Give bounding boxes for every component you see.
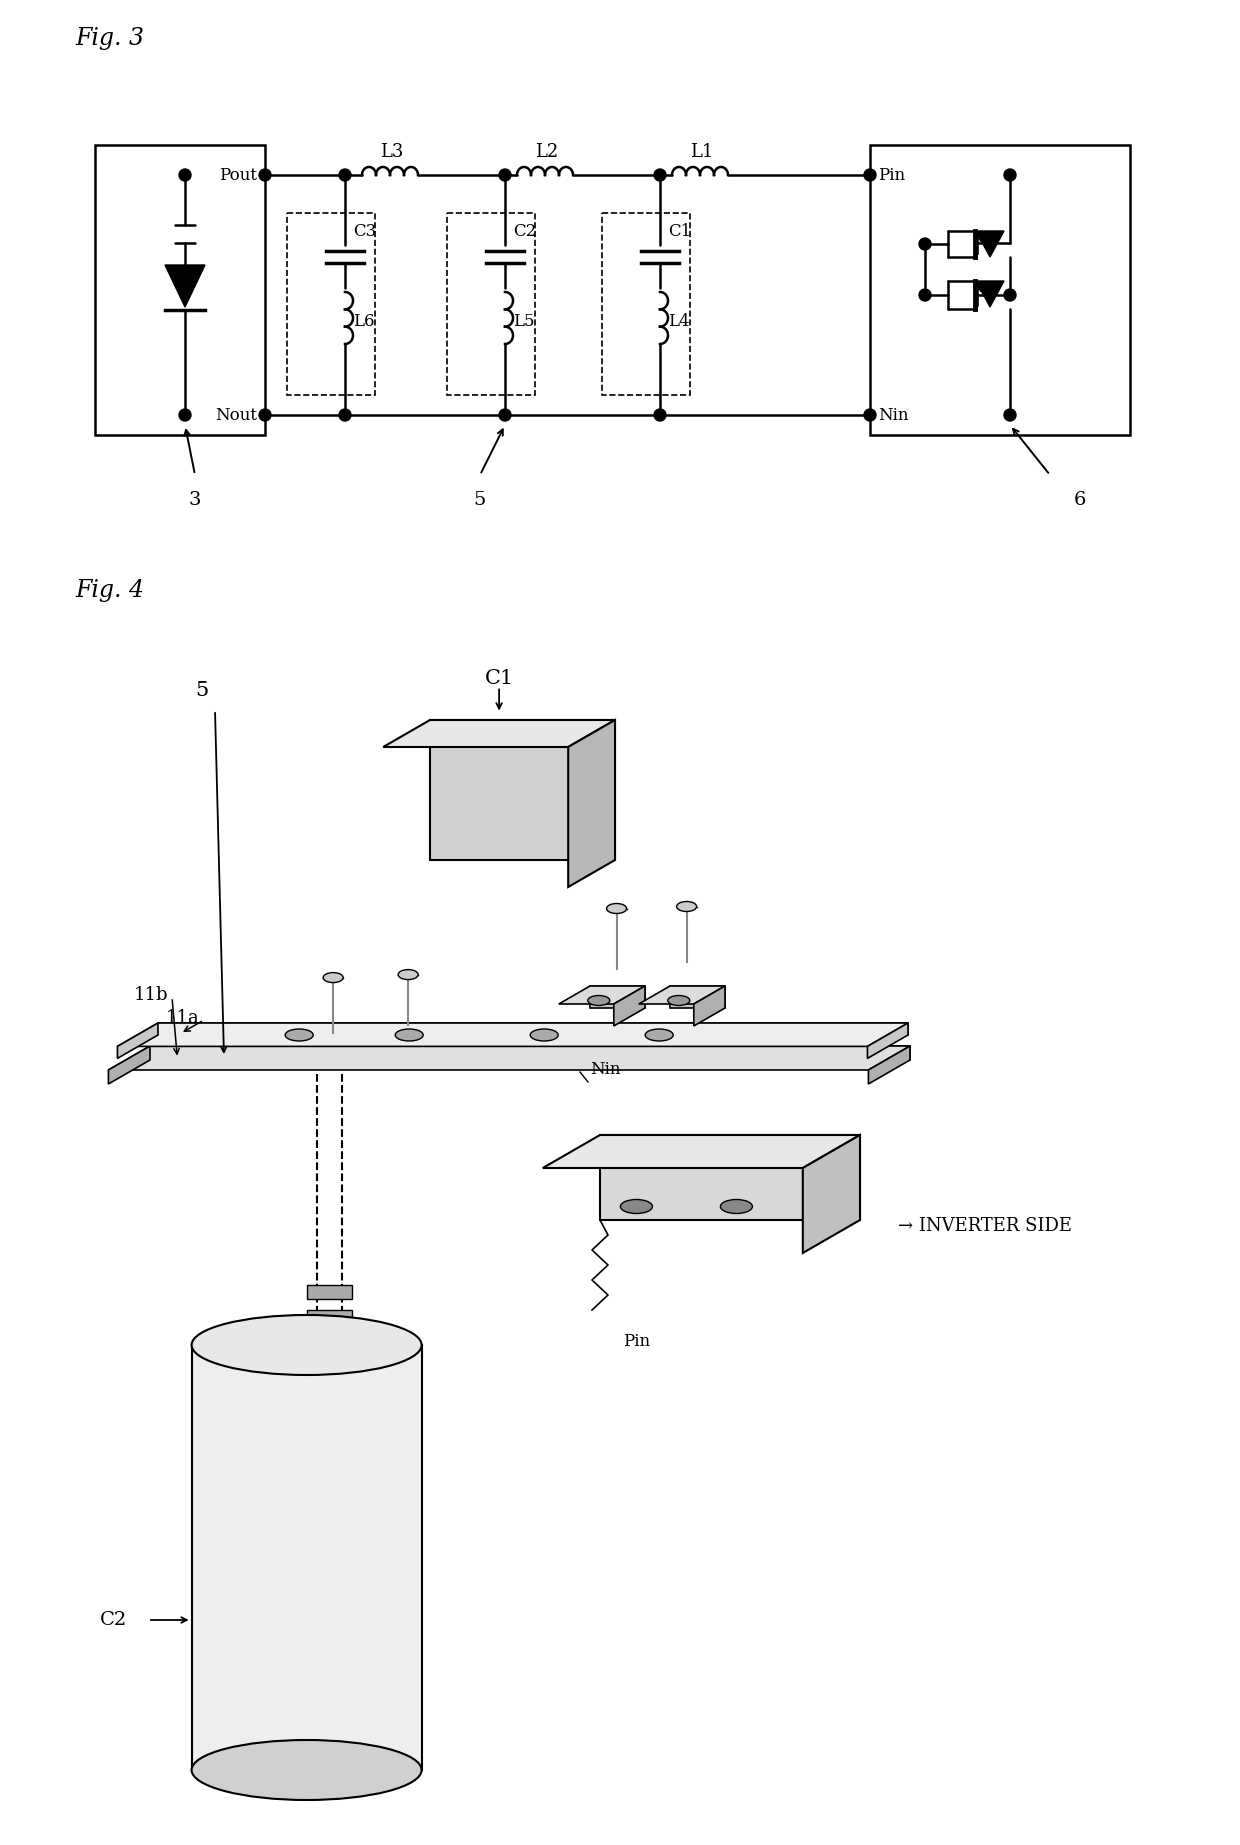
Text: Nout: Nout (215, 406, 257, 424)
Text: Pin: Pin (622, 1332, 650, 1349)
Text: 3: 3 (188, 491, 201, 509)
Polygon shape (568, 720, 615, 887)
Polygon shape (150, 1046, 910, 1061)
Polygon shape (614, 985, 645, 1026)
Ellipse shape (620, 1199, 652, 1214)
Circle shape (1004, 170, 1016, 181)
Text: C1: C1 (485, 670, 513, 688)
Ellipse shape (677, 902, 697, 911)
Bar (870, 146, 1130, 435)
Text: L1: L1 (691, 144, 714, 161)
Circle shape (259, 410, 272, 421)
Ellipse shape (606, 904, 626, 913)
Circle shape (259, 170, 272, 181)
Circle shape (179, 170, 191, 181)
Text: C2: C2 (513, 223, 536, 240)
Polygon shape (590, 985, 645, 1007)
Polygon shape (383, 720, 615, 747)
Text: 11a: 11a (166, 1009, 200, 1028)
Text: Fig. 3: Fig. 3 (74, 26, 144, 50)
Ellipse shape (588, 996, 610, 1006)
Polygon shape (868, 1046, 910, 1085)
Circle shape (498, 170, 511, 181)
Ellipse shape (192, 1740, 422, 1801)
Text: C1: C1 (668, 223, 691, 240)
Polygon shape (543, 1135, 861, 1168)
Text: L3: L3 (381, 144, 404, 161)
Bar (601, 212, 689, 395)
Text: C3: C3 (353, 223, 376, 240)
Ellipse shape (396, 1030, 423, 1041)
Text: → INVERTER SIDE: → INVERTER SIDE (898, 1218, 1071, 1234)
Text: L4: L4 (668, 312, 689, 330)
Ellipse shape (285, 1030, 314, 1041)
Ellipse shape (192, 1315, 422, 1375)
Ellipse shape (645, 1030, 673, 1041)
Circle shape (339, 170, 351, 181)
Circle shape (919, 290, 931, 301)
Polygon shape (118, 1022, 157, 1059)
Text: 6: 6 (1074, 491, 1086, 509)
Text: L5: L5 (513, 312, 534, 330)
Text: Nin: Nin (878, 406, 909, 424)
Circle shape (864, 410, 875, 421)
Circle shape (653, 410, 666, 421)
Polygon shape (802, 1135, 861, 1253)
Circle shape (1004, 410, 1016, 421)
Polygon shape (694, 985, 725, 1026)
Polygon shape (868, 1022, 908, 1059)
Polygon shape (670, 985, 725, 1007)
Text: 5: 5 (474, 491, 486, 509)
Text: Pout: Pout (219, 166, 257, 183)
Ellipse shape (398, 970, 418, 980)
Bar (95, 146, 265, 435)
Bar (286, 212, 374, 395)
Polygon shape (118, 1022, 908, 1046)
Polygon shape (108, 1046, 150, 1085)
Bar (306, 1310, 352, 1325)
Circle shape (864, 170, 875, 181)
Polygon shape (600, 1135, 861, 1220)
Polygon shape (976, 280, 1004, 306)
Text: 11b: 11b (134, 985, 167, 1004)
Polygon shape (430, 720, 615, 860)
Circle shape (498, 410, 511, 421)
Polygon shape (559, 985, 645, 1004)
Circle shape (1004, 290, 1016, 301)
Polygon shape (157, 1022, 908, 1035)
Polygon shape (639, 985, 725, 1004)
Text: 5: 5 (195, 681, 208, 699)
Circle shape (179, 410, 191, 421)
Polygon shape (165, 266, 205, 306)
Polygon shape (976, 231, 1004, 256)
Bar (306, 1284, 352, 1299)
Text: Fig. 4: Fig. 4 (74, 579, 144, 601)
Ellipse shape (531, 1030, 558, 1041)
Polygon shape (108, 1046, 910, 1070)
Ellipse shape (668, 996, 689, 1006)
Circle shape (339, 410, 351, 421)
Text: L6: L6 (353, 312, 374, 330)
Circle shape (653, 170, 666, 181)
Text: L2: L2 (536, 144, 559, 161)
Circle shape (919, 238, 931, 251)
Text: C2: C2 (100, 1611, 128, 1629)
Text: Nin: Nin (590, 1061, 620, 1079)
Text: Pin: Pin (878, 166, 905, 183)
Bar (446, 212, 534, 395)
Ellipse shape (720, 1199, 753, 1214)
Ellipse shape (324, 972, 343, 983)
